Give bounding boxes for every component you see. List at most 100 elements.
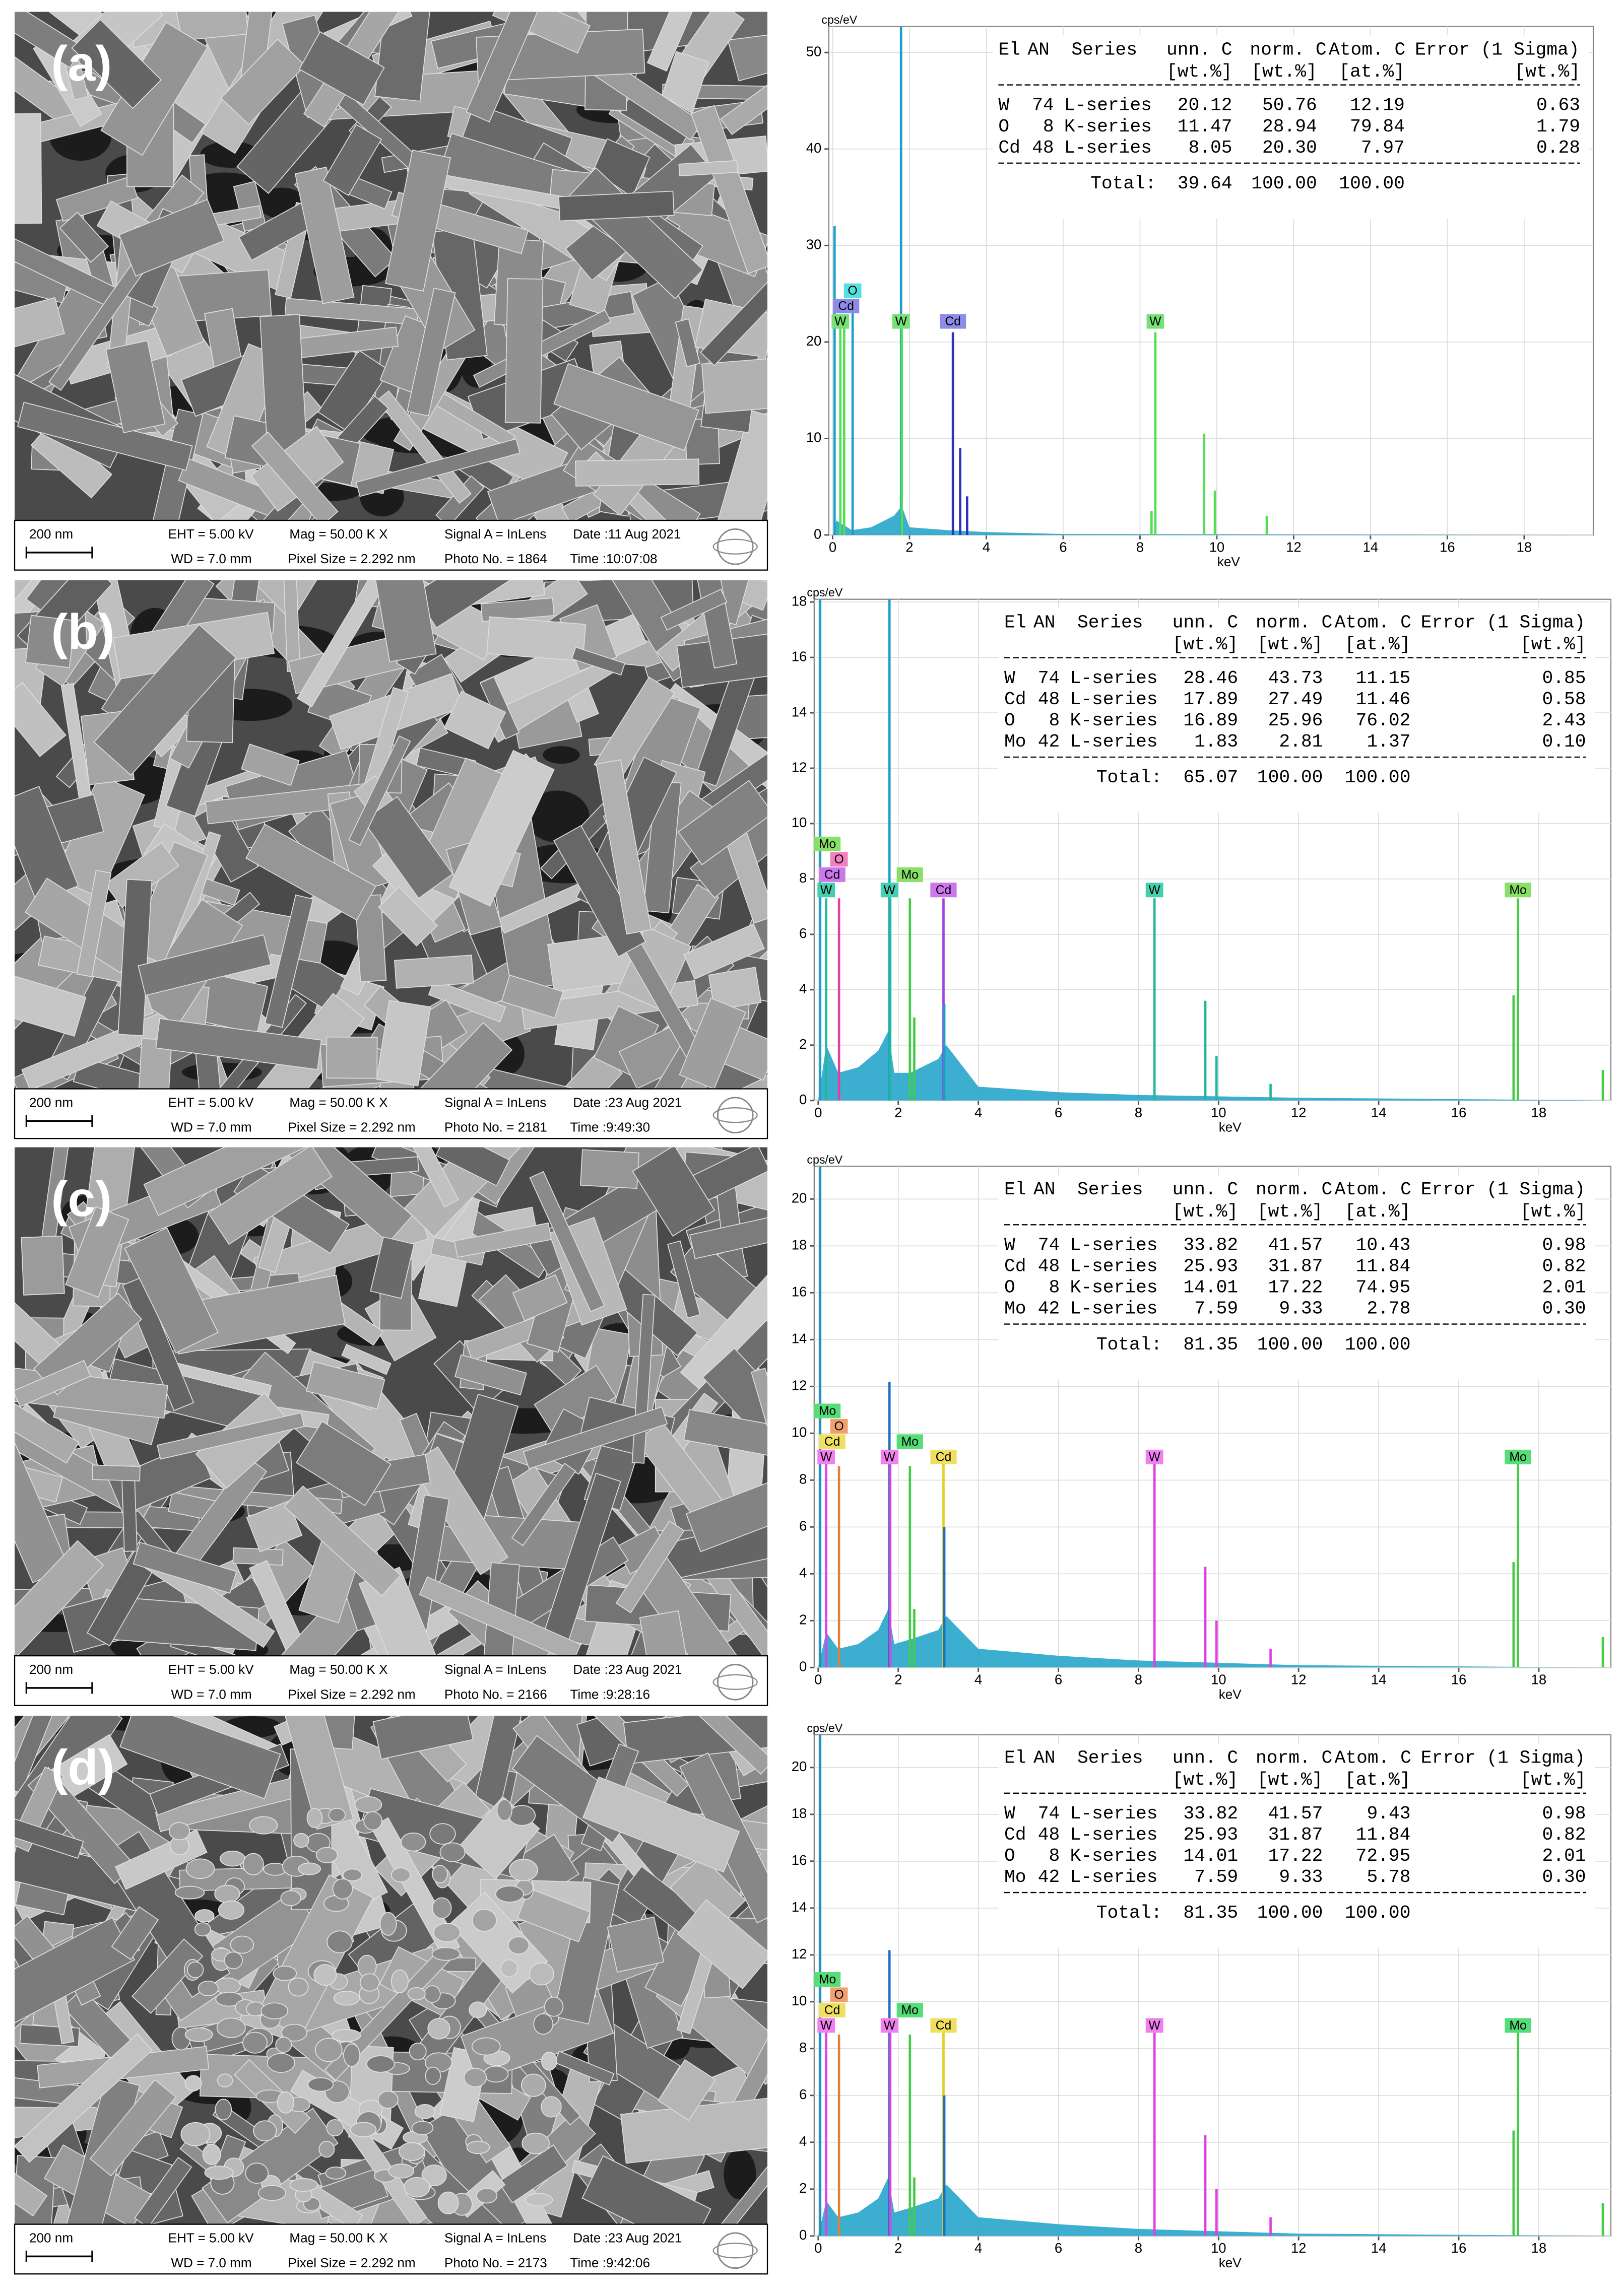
table-cell: 33.82	[1183, 1235, 1238, 1255]
x-tick-label: 10	[1211, 1105, 1226, 1120]
sem-particle	[363, 1811, 382, 1831]
table-unit: [wt.%]	[1514, 61, 1580, 82]
peak-label: W	[1149, 1450, 1161, 1464]
table-header: Atom. C	[1335, 613, 1411, 633]
table-cell: 11.47	[1178, 116, 1232, 137]
sem-crystal	[480, 597, 555, 622]
peak-label-box	[830, 1987, 848, 2002]
sem-crystal	[15, 975, 87, 1037]
table-cell: 25.96	[1268, 710, 1323, 731]
peak-label: Mo	[819, 1404, 836, 1418]
sem-particle	[541, 2096, 562, 2118]
x-tick-label: 16	[1451, 2240, 1467, 2256]
table-header: Series	[1071, 39, 1137, 60]
peak-label: W	[884, 1450, 896, 1464]
x-tick-label: 18	[1531, 2240, 1547, 2256]
sem-particle	[522, 2132, 550, 2154]
y-tick-label: 40	[806, 140, 822, 156]
peak-label: Mo	[901, 1435, 919, 1449]
sem-crystal	[682, 580, 738, 669]
sem-shadow	[724, 2149, 756, 2200]
sem-crystal	[720, 59, 768, 136]
table-cell: 31.87	[1268, 1825, 1323, 1845]
sem-crystal	[453, 1222, 552, 1258]
y-tick-label: 2	[799, 1612, 807, 1628]
sem-particle	[350, 2122, 377, 2137]
table-unit: [at.%]	[1345, 1770, 1411, 1790]
sem-particle	[495, 1885, 524, 1903]
x-tick-label: 0	[814, 1672, 822, 1687]
peak-label: Cd	[936, 2019, 951, 2033]
sem-crystal	[553, 363, 699, 451]
table-cell: L-series	[1070, 1299, 1158, 1319]
peak-label-box	[892, 314, 910, 329]
y-tick-label: 12	[792, 1378, 807, 1393]
table-cell: 9.33	[1279, 1299, 1323, 1319]
sem-crystal	[119, 1716, 281, 1799]
sem-crystal	[667, 1240, 701, 1319]
table-cell: 0.63	[1536, 95, 1580, 116]
sem-crystal	[15, 297, 65, 350]
sem-particle	[217, 2073, 233, 2087]
table-total: 100.00	[1339, 173, 1405, 194]
table-header: AN	[1027, 39, 1050, 60]
table-header: Series	[1077, 613, 1143, 633]
peak-label-box	[817, 1449, 835, 1464]
sem-info: Date :11 Aug 2021	[573, 526, 681, 542]
sem-crystal	[384, 149, 451, 292]
logo	[712, 2243, 758, 2259]
sem-crystal	[708, 967, 762, 1011]
peak-label: W	[820, 1450, 832, 1464]
sem-crystal	[355, 438, 521, 497]
sem-crystal	[362, 796, 453, 899]
sem-image	[15, 1716, 768, 2224]
sem-image	[15, 580, 768, 1089]
sem-particle	[359, 1973, 380, 1992]
table-header: El	[998, 39, 1020, 60]
x-tick-label: 12	[1291, 2240, 1307, 2256]
y-tick-label: 10	[792, 1425, 807, 1440]
sem-particle	[280, 1890, 301, 1906]
sem-crystal	[448, 750, 555, 907]
x-tick-label: 18	[1531, 1105, 1547, 1120]
sem-particle	[379, 1912, 397, 1936]
sem-crystal	[240, 744, 300, 786]
table-cell: O	[1004, 1277, 1015, 1298]
y-tick-label: 30	[806, 237, 822, 252]
sem-info: Signal A = InLens	[444, 2230, 546, 2245]
sem-particle	[261, 2002, 289, 2019]
table-cell: 0.82	[1542, 1256, 1586, 1277]
sem-particle	[483, 2065, 509, 2083]
logo	[717, 1097, 754, 1133]
peak-label: O	[848, 284, 858, 298]
sem-particle	[407, 1987, 426, 2001]
table-cell: L-series	[1070, 668, 1158, 689]
table-cell: 12.19	[1350, 95, 1405, 116]
sem-crystal	[294, 166, 355, 304]
table-cell: 11.84	[1356, 1256, 1411, 1277]
sem-info: Photo No. = 1864	[444, 551, 547, 566]
peak-label: W	[895, 315, 907, 328]
sem-info: EHT = 5.00 kV	[168, 526, 254, 542]
table-cell: K-series	[1064, 116, 1152, 137]
sem-crystal	[71, 19, 162, 109]
table-cell: L-series	[1070, 1256, 1158, 1277]
table-cell: Mo	[1004, 1299, 1026, 1319]
x-tick-label: 10	[1211, 2240, 1226, 2256]
table-header: Error (1 Sigma)	[1421, 1748, 1585, 1769]
y-axis-label: cps/eV	[807, 1721, 842, 1734]
sem-crystal	[288, 1147, 413, 1244]
sem-info: Time :9:28:16	[570, 1686, 650, 1702]
table-header: Atom. C	[1329, 39, 1405, 60]
peak-label-box	[814, 1403, 841, 1419]
peak-label: W	[1149, 2019, 1161, 2033]
sem-crystal	[501, 974, 564, 1019]
sem-crystal	[15, 12, 84, 69]
peak-label-box	[817, 883, 835, 898]
sem-crystal	[683, 1408, 768, 1465]
sem-crystal	[298, 31, 385, 106]
table-cell: W	[1004, 668, 1015, 689]
peak-label-box	[930, 1449, 957, 1464]
sem-info: Mag = 50.00 K X	[289, 2230, 387, 2245]
table-cell: 33.82	[1183, 1803, 1238, 1824]
